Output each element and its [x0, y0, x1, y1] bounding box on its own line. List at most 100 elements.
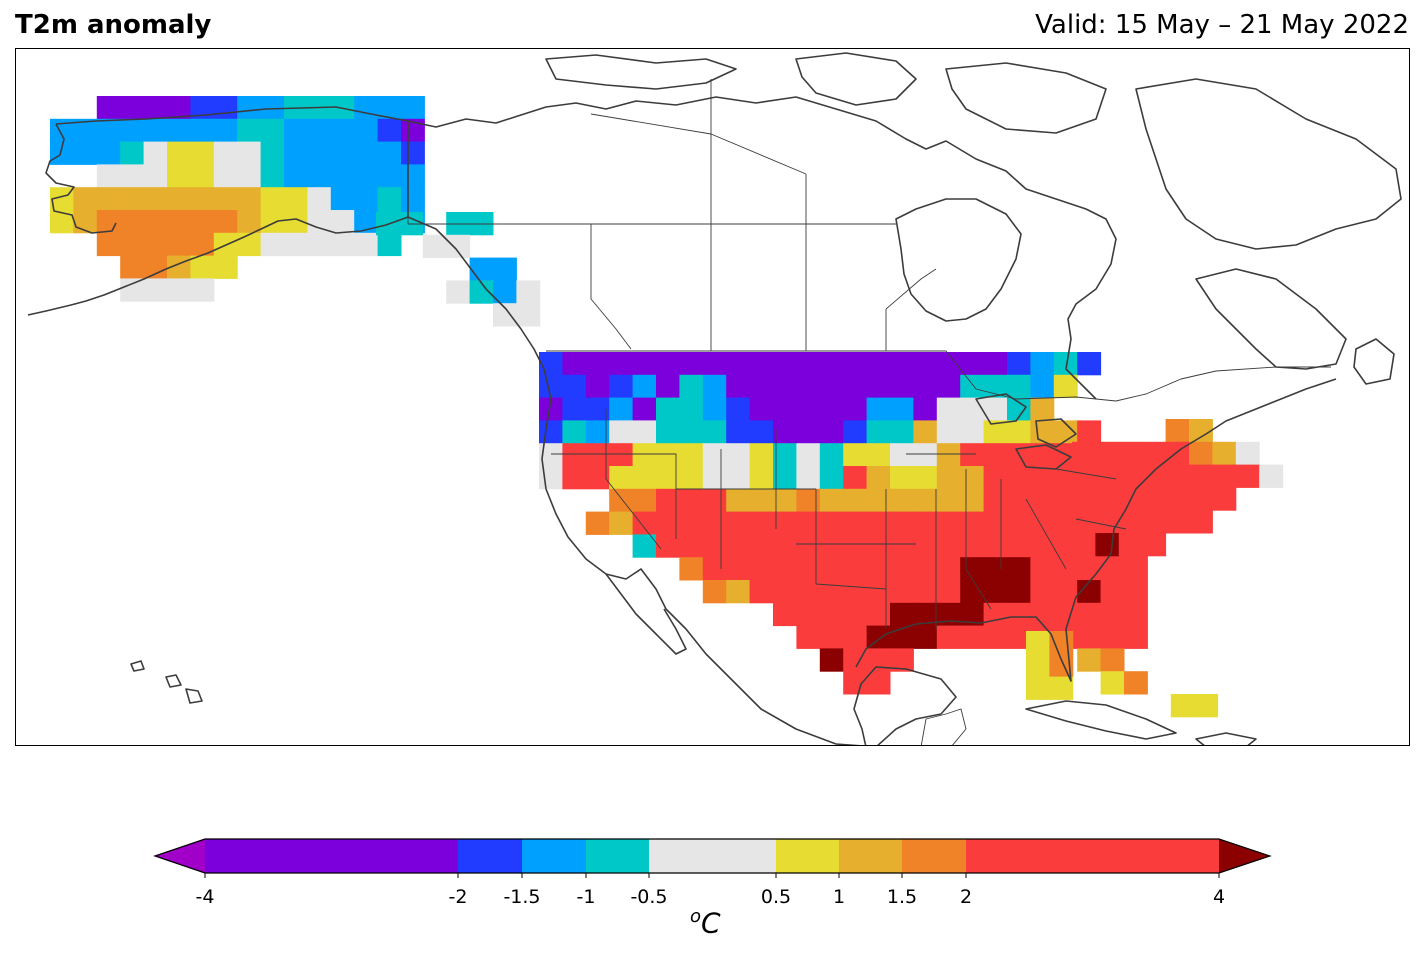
anomaly-cell — [1189, 487, 1213, 511]
anomaly-cell — [1030, 352, 1055, 376]
colorbar-segment — [966, 839, 1219, 873]
anomaly-cell — [539, 374, 563, 399]
anomaly-cell — [796, 374, 821, 399]
anomaly-cell — [913, 557, 938, 581]
anomaly-cell — [819, 352, 844, 376]
anomaly-cell — [1118, 464, 1143, 488]
anomaly-cell — [237, 118, 262, 143]
anomaly-cell — [656, 374, 680, 399]
anomaly-cell — [936, 557, 961, 581]
anomaly-cell — [983, 466, 1008, 490]
anomaly-cell — [143, 210, 168, 234]
anomaly-cell — [726, 466, 751, 490]
anomaly-cell — [1142, 464, 1167, 488]
anomaly-cell — [679, 534, 704, 558]
anomaly-cell — [96, 187, 121, 211]
anomaly-cell — [562, 352, 587, 376]
anomaly-cell — [1100, 580, 1125, 604]
anomaly-cell — [702, 397, 727, 421]
valid-period: Valid: 15 May – 21 May 2022 — [1035, 10, 1409, 40]
anomaly-cell — [1124, 602, 1148, 627]
anomaly-cell — [890, 511, 914, 535]
anomaly-cell — [307, 118, 332, 143]
anomaly-cell — [213, 187, 238, 211]
anomaly-cell — [749, 420, 774, 444]
anomaly-cell — [843, 352, 868, 376]
anomaly-cell — [819, 625, 844, 649]
anomaly-cell — [284, 141, 308, 165]
anomaly-cell — [819, 648, 844, 672]
anomaly-cell — [890, 488, 914, 513]
anomaly-cell — [167, 118, 191, 143]
anomaly-cell — [307, 232, 332, 257]
anomaly-cell — [983, 511, 1008, 535]
anomaly-cell — [890, 374, 914, 399]
colorbar-segment — [522, 839, 586, 873]
anomaly-cell — [632, 352, 657, 376]
anomaly-cell — [936, 352, 961, 376]
anomaly-cell — [890, 602, 914, 627]
anomaly-cell — [1100, 648, 1125, 672]
anomaly-cell — [819, 374, 844, 399]
anomaly-cell — [143, 118, 168, 143]
anomaly-cell — [913, 397, 938, 421]
anomaly-cell — [284, 118, 308, 143]
anomaly-cell — [1007, 625, 1031, 649]
anomaly-cell — [819, 466, 844, 490]
colorbar-over-extension — [1219, 839, 1270, 873]
anomaly-cell — [936, 466, 961, 490]
anomaly-cell — [702, 420, 727, 444]
anomaly-cell — [866, 648, 891, 672]
anomaly-cell — [96, 164, 121, 188]
anomaly-cell — [96, 141, 121, 165]
anomaly-cell — [401, 96, 425, 120]
anomaly-cell — [585, 466, 610, 490]
anomaly-cell — [330, 164, 355, 188]
anomaly-cell — [866, 602, 891, 627]
anomaly-cell — [913, 420, 938, 444]
anomaly-cell — [866, 397, 891, 421]
anomaly-cell — [960, 420, 985, 444]
anomaly-cell — [190, 141, 215, 165]
anomaly-cell — [796, 557, 821, 581]
anomaly-cell — [679, 511, 704, 535]
canada-us-border — [408, 223, 1331, 402]
anomaly-cell — [866, 511, 891, 535]
anomaly-cell — [960, 580, 985, 604]
anomaly-cell — [96, 232, 121, 257]
anomaly-cell — [632, 511, 657, 535]
anomaly-cell — [1053, 374, 1078, 399]
anomaly-cell — [983, 557, 1008, 581]
anomaly-cell — [843, 397, 868, 421]
anomaly-cell — [749, 511, 774, 535]
anomaly-cell — [773, 511, 797, 535]
anomaly-cell — [749, 580, 774, 604]
anomaly-cell — [913, 580, 938, 604]
anomaly-cell — [50, 141, 74, 165]
anomaly-cell — [890, 397, 914, 421]
anomaly-cell — [96, 118, 121, 143]
anomaly-cell — [50, 187, 74, 211]
anomaly-cell — [656, 397, 680, 421]
anomaly-cell — [1077, 420, 1102, 444]
anomaly-cell — [401, 141, 425, 165]
anomaly-cell — [609, 511, 634, 535]
anomaly-cell — [796, 602, 821, 627]
anomaly-cell — [913, 443, 938, 467]
anomaly-cell — [190, 118, 215, 143]
anomaly-cell — [1007, 511, 1031, 535]
anomaly-cell — [702, 352, 727, 376]
cuba — [1025, 700, 1177, 740]
anomaly-cell — [1030, 397, 1055, 421]
anomaly-cell — [190, 96, 215, 120]
anomaly-cell — [609, 397, 634, 421]
colorbar-under-extension — [155, 839, 205, 873]
anomaly-cell — [190, 210, 215, 234]
anomaly-cell — [960, 443, 985, 467]
anomaly-cell — [167, 232, 191, 257]
anomaly-map — [27, 52, 1402, 745]
anomaly-cell — [726, 397, 751, 421]
anomaly-cell — [1077, 602, 1102, 627]
anomaly-cell — [890, 557, 914, 581]
anomaly-cell — [585, 397, 610, 421]
